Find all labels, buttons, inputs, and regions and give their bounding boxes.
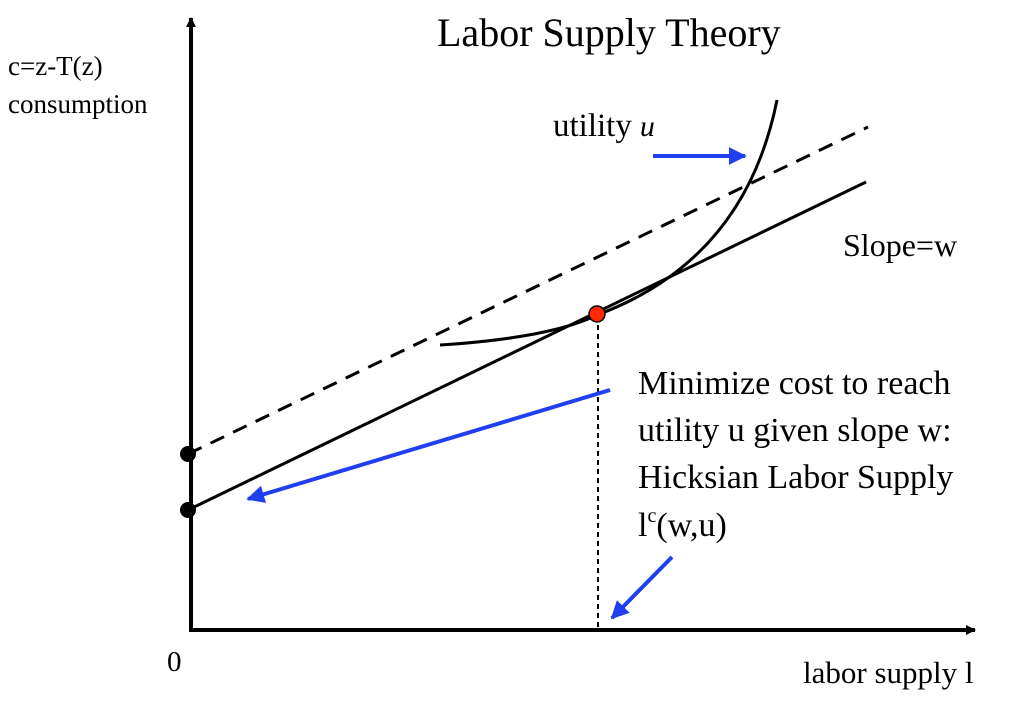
- x-axis-label: labor supply l: [803, 655, 974, 690]
- y-axis-label-line1: c=z-T(z): [8, 51, 103, 81]
- origin-label: 0: [167, 646, 182, 678]
- annotation-line4-prefix: l: [638, 507, 648, 544]
- annotation-line1: Minimize cost to reach: [638, 365, 951, 402]
- annotation-line4-superscript: c: [647, 505, 657, 527]
- y-axis-label-line2: consumption: [8, 89, 148, 119]
- annotation-line4-suffix: (w,u): [656, 507, 727, 544]
- utility-label: utility u: [553, 108, 655, 146]
- budget-line: [187, 180, 867, 512]
- slope-label: Slope=w: [843, 227, 958, 263]
- utility-symbol: u: [639, 110, 655, 143]
- indifference-curve: [439, 99, 779, 347]
- dashed-budget-line: [187, 125, 869, 456]
- labor-supply-arrow: [610, 555, 674, 620]
- annotation-line3: Hicksian Labor Supply: [638, 459, 954, 496]
- intercept-arrow: [246, 388, 611, 503]
- tangency-point: [588, 305, 606, 323]
- lower-intercept-point: [180, 502, 196, 518]
- annotation-line4: lc(w,u): [638, 505, 727, 545]
- upper-intercept-point: [180, 446, 196, 462]
- diagram-title: Labor Supply Theory: [437, 10, 781, 55]
- utility-label-text: utility: [553, 108, 632, 144]
- annotation-line2: utility u given slope w:: [638, 412, 952, 449]
